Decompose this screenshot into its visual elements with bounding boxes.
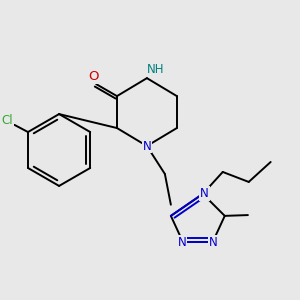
Text: Cl: Cl [2, 114, 13, 128]
Text: N: N [209, 236, 218, 249]
Text: N: N [142, 140, 151, 152]
Text: NH: NH [147, 63, 164, 76]
Text: O: O [88, 70, 99, 83]
Text: N: N [200, 187, 209, 200]
Text: N: N [178, 236, 186, 249]
